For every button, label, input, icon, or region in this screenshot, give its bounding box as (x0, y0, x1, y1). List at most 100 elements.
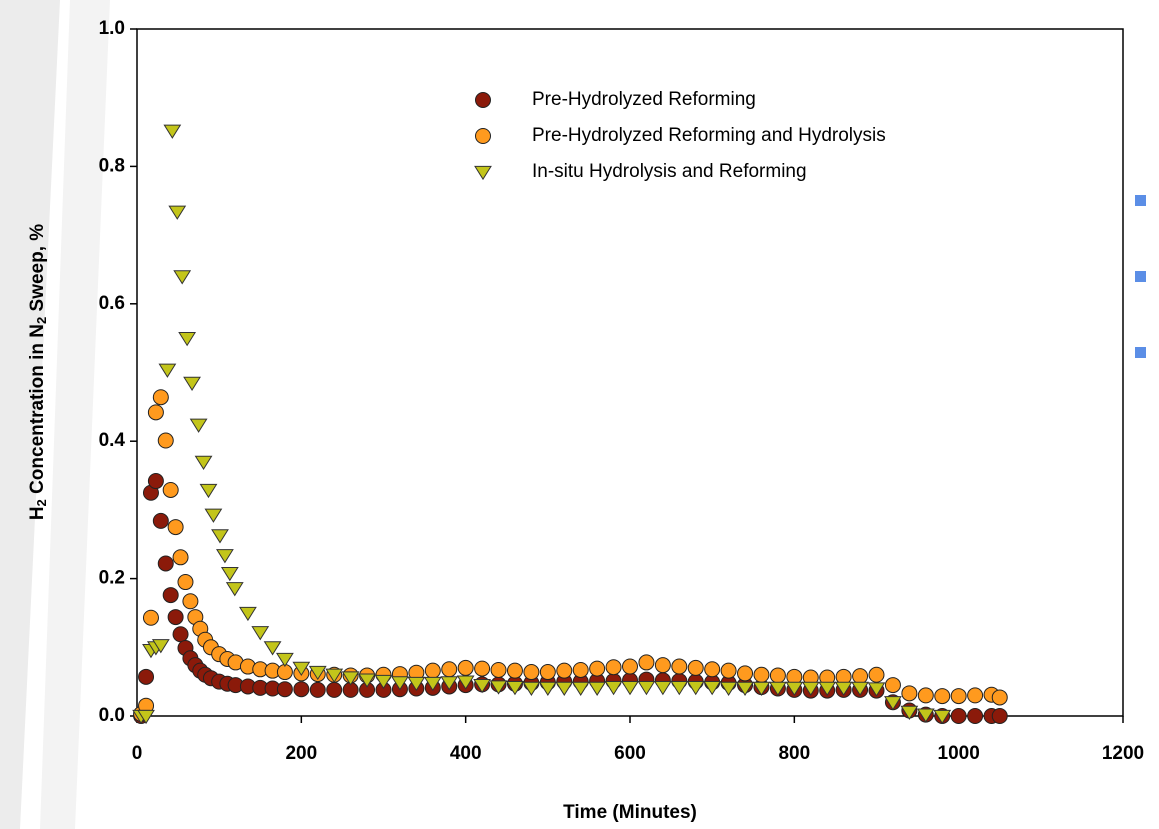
y-title-sub: 2 (34, 499, 49, 506)
data-point (424, 662, 441, 679)
plot-frame (136, 28, 1124, 717)
data-point (276, 681, 293, 698)
background-stripe (0, 0, 60, 829)
y-tick-label: 0.8 (99, 155, 125, 176)
data-point (686, 681, 705, 696)
data-point (147, 404, 164, 421)
data-point (147, 473, 164, 490)
legend-label: Pre-Hydrolyzed Reforming (532, 89, 756, 110)
data-point (152, 512, 169, 529)
data-point (571, 681, 590, 696)
data-point (768, 681, 787, 696)
data-point (162, 587, 179, 604)
data-point (326, 681, 343, 698)
data-point (168, 205, 187, 220)
y-tick-label: 1.0 (99, 18, 125, 39)
background-stripe (40, 0, 110, 829)
data-point (704, 661, 721, 678)
legend-marker (475, 128, 491, 144)
data-point (220, 567, 239, 582)
y-title-part: Sweep, % (27, 224, 48, 317)
data-point (538, 681, 557, 696)
data-point (555, 681, 574, 696)
data-point (604, 681, 623, 696)
data-point (752, 681, 771, 696)
data-point (737, 665, 754, 682)
data-point (901, 685, 918, 702)
x-tick-label: 800 (778, 743, 810, 764)
x-axis-title: Time (Minutes) (563, 802, 697, 823)
data-point (621, 681, 639, 696)
bullet (1135, 271, 1146, 282)
data-point (670, 681, 689, 696)
data-point (818, 681, 837, 696)
data-point (137, 709, 155, 725)
x-tick-label: 200 (285, 743, 317, 764)
data-point (489, 680, 508, 695)
data-point (474, 660, 491, 677)
x-tick-label: 0 (132, 743, 143, 764)
data-point (358, 673, 376, 688)
legend-marker (475, 92, 491, 108)
legend-marker (474, 165, 492, 181)
data-point (950, 708, 967, 724)
data-point (189, 418, 208, 433)
data-point (158, 363, 177, 378)
data-point (653, 681, 672, 696)
y-title-sub: 2 (34, 317, 49, 324)
data-point (183, 376, 201, 391)
data-point (785, 681, 804, 696)
data-point (506, 662, 523, 679)
data-point (138, 668, 155, 685)
data-point (325, 668, 344, 683)
data-point (801, 681, 820, 696)
data-point (851, 681, 869, 696)
data-point (423, 676, 442, 692)
y-title-part: Concentration in N (27, 324, 48, 499)
data-point (753, 666, 770, 683)
data-point (457, 659, 474, 676)
x-tick-label: 600 (614, 743, 646, 764)
data-point (900, 705, 919, 721)
data-point (719, 681, 738, 696)
x-tick-label: 1000 (938, 743, 980, 764)
data-point (172, 626, 189, 643)
data-point (142, 609, 159, 626)
data-point (769, 667, 786, 684)
data-point (950, 688, 967, 705)
data-point (152, 389, 169, 406)
data-point (522, 681, 541, 696)
bullet (1135, 195, 1146, 206)
data-point (182, 593, 199, 610)
data-point (374, 674, 393, 690)
data-point (263, 641, 282, 656)
data-point (539, 664, 556, 681)
data-point (167, 519, 184, 536)
data-point (933, 709, 952, 725)
data-point (172, 549, 189, 566)
data-point (638, 654, 655, 671)
data-point (736, 681, 754, 696)
data-point (523, 664, 540, 681)
data-point (151, 639, 170, 654)
data-point (456, 675, 475, 690)
data-point (917, 687, 934, 704)
data-point (934, 688, 951, 705)
data-point (605, 659, 622, 676)
data-point (407, 676, 426, 692)
data-point (293, 681, 310, 698)
data-point (884, 696, 902, 711)
data-point (441, 661, 458, 678)
data-point (211, 529, 229, 544)
data-point (916, 708, 935, 723)
data-point (157, 555, 174, 572)
data-point (991, 689, 1008, 706)
data-point (868, 666, 885, 683)
data-point (588, 681, 607, 696)
data-point (991, 708, 1008, 724)
data-point (309, 681, 326, 698)
y-tick-label: 0.2 (99, 568, 125, 589)
data-point (967, 687, 984, 704)
data-point (292, 661, 311, 677)
